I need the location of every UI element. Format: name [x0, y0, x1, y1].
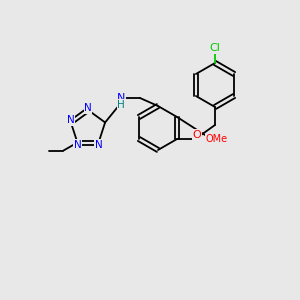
- Text: O: O: [193, 130, 201, 140]
- Text: H: H: [117, 100, 125, 110]
- Text: N: N: [74, 140, 81, 150]
- Text: Cl: Cl: [210, 43, 220, 53]
- Text: N: N: [117, 93, 125, 103]
- Text: N: N: [95, 140, 103, 150]
- Text: N: N: [84, 103, 92, 113]
- Text: OMe: OMe: [205, 134, 227, 144]
- Text: N: N: [67, 116, 75, 125]
